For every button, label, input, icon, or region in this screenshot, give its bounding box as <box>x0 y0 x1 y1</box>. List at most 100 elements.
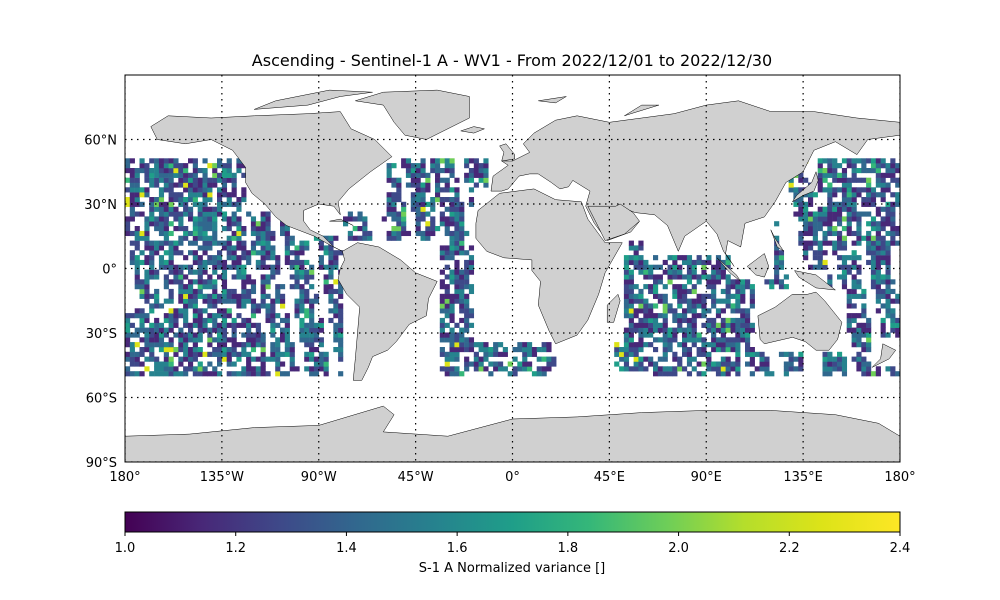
data-cell <box>667 337 673 343</box>
data-cell <box>425 172 431 178</box>
data-cell <box>657 337 663 343</box>
data-cell <box>866 187 872 193</box>
data-cell <box>212 269 218 275</box>
data-cell <box>347 211 353 217</box>
data-cell <box>706 317 712 324</box>
data-cell <box>183 332 189 338</box>
data-cell <box>221 347 228 353</box>
data-cell <box>454 274 460 280</box>
data-cell <box>837 366 843 372</box>
data-cell <box>309 303 315 309</box>
data-cell <box>435 197 441 203</box>
data-cell <box>527 351 533 357</box>
data-cell <box>793 356 799 362</box>
data-cell <box>841 264 848 270</box>
data-cell <box>628 317 634 324</box>
data-cell <box>197 332 203 338</box>
data-cell <box>730 366 736 372</box>
data-cell <box>459 250 465 256</box>
data-cell <box>188 293 194 299</box>
data-cell <box>449 308 455 314</box>
data-cell <box>241 240 247 246</box>
data-cell <box>444 163 450 169</box>
data-cell <box>633 351 639 357</box>
data-cell <box>890 206 896 212</box>
data-cell <box>841 284 848 290</box>
data-cell <box>623 284 630 290</box>
data-cell <box>866 245 872 251</box>
data-cell <box>885 293 891 299</box>
data-cell <box>154 250 160 256</box>
data-cell <box>454 206 460 212</box>
data-cell <box>827 371 833 377</box>
data-cell <box>241 366 247 372</box>
data-cell <box>207 240 213 246</box>
data-cell <box>420 172 426 178</box>
data-cell <box>236 197 242 203</box>
data-cell <box>459 284 465 290</box>
data-cell <box>192 269 198 275</box>
data-cell <box>667 327 673 333</box>
data-cell <box>154 371 160 377</box>
data-cell <box>318 327 324 333</box>
data-cell <box>139 351 145 357</box>
data-cell <box>352 216 358 222</box>
data-cell <box>861 327 867 333</box>
data-cell <box>866 182 872 188</box>
data-cell <box>856 337 862 343</box>
data-cell <box>217 163 223 169</box>
data-cell <box>280 284 286 290</box>
data-cell <box>841 274 848 280</box>
data-cell <box>338 288 344 295</box>
data-cell <box>158 347 165 353</box>
longitude-tick-label: 90°E <box>691 470 722 485</box>
data-cell <box>473 366 479 372</box>
data-cell <box>846 303 852 309</box>
data-cell <box>483 356 489 362</box>
data-cell <box>449 230 455 237</box>
data-cell <box>265 226 271 232</box>
data-cell <box>173 172 179 178</box>
data-cell <box>323 284 329 290</box>
data-cell <box>246 356 252 362</box>
data-cell <box>188 298 194 304</box>
data-cell <box>778 250 785 256</box>
data-cell <box>178 250 184 256</box>
data-cell <box>459 303 465 309</box>
data-cell <box>667 308 673 314</box>
data-cell <box>691 332 697 338</box>
data-cell <box>168 197 174 203</box>
data-cell <box>895 240 900 246</box>
data-cell <box>318 240 324 246</box>
data-cell <box>628 293 634 299</box>
data-cell <box>246 279 252 285</box>
data-cell <box>202 269 208 275</box>
data-cell <box>173 168 179 174</box>
data-cell <box>178 313 184 319</box>
data-cell <box>338 332 344 338</box>
data-cell <box>299 264 305 270</box>
data-cell <box>178 211 184 217</box>
data-cell <box>682 313 688 319</box>
data-cell <box>183 322 189 328</box>
data-cell <box>333 347 339 353</box>
colorbar-tick-label: 1.8 <box>558 541 579 556</box>
data-cell <box>246 322 252 328</box>
data-cell <box>299 269 305 275</box>
data-cell <box>735 327 741 333</box>
data-cell <box>183 230 189 237</box>
data-cell <box>212 293 218 299</box>
data-cell <box>439 269 445 275</box>
data-cell <box>628 322 634 328</box>
data-cell <box>628 308 634 314</box>
data-cell <box>207 187 213 193</box>
data-cell <box>803 226 809 232</box>
data-cell <box>444 250 450 256</box>
data-cell <box>798 366 804 372</box>
data-cell <box>720 288 726 295</box>
data-cell <box>711 322 717 328</box>
data-cell <box>299 259 305 266</box>
data-cell <box>870 284 877 290</box>
data-cell <box>468 187 475 193</box>
data-cell <box>841 197 848 203</box>
